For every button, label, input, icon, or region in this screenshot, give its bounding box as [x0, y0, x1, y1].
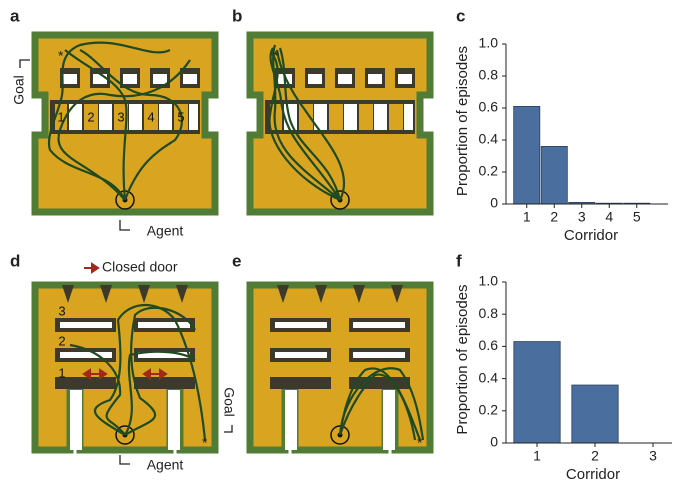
corridor-label: 5: [177, 109, 184, 124]
panel-label: a: [10, 6, 20, 25]
maze-group: [250, 285, 430, 450]
x-axis-label: Corridor: [564, 227, 618, 244]
corridor-label: 4: [147, 109, 154, 124]
maze-group: [250, 35, 430, 212]
x-tick-label: 5: [633, 209, 641, 225]
y-tick-label: 0: [490, 195, 498, 211]
corridor-label: 3: [58, 303, 65, 318]
x-axis-label: Corridor: [566, 466, 620, 483]
goal-label: Goal: [221, 387, 237, 417]
corridor-label: 3: [117, 109, 124, 124]
closed-doors: [82, 262, 168, 380]
y-tick-label: 0.6: [479, 337, 499, 353]
goal-marker: *: [417, 435, 423, 451]
y-tick-label: 1.0: [479, 273, 499, 289]
goal-marker: *: [273, 48, 279, 64]
maze: [250, 285, 430, 450]
x-tick-label: 2: [591, 448, 599, 464]
x-tick-label: 2: [550, 209, 558, 225]
goal-label: Goal: [11, 75, 27, 105]
bar: [513, 106, 541, 205]
legend-label: Closed door: [102, 259, 178, 275]
y-tick-label: 0.4: [479, 131, 499, 147]
x-tick-label: 4: [605, 209, 613, 225]
panel-labels: a b c d e f: [10, 6, 465, 270]
y-tick-label: 0.8: [479, 67, 499, 83]
corridor-label: 1: [58, 365, 65, 380]
trajectories: [47, 41, 191, 201]
y-tick-label: 0.8: [479, 305, 499, 321]
goal-marker: *: [202, 435, 208, 451]
goal-marker: *: [58, 48, 64, 64]
y-tick-label: 0.2: [479, 163, 499, 179]
y-tick-label: 0.6: [479, 99, 499, 115]
y-tick-label: 0.2: [479, 402, 499, 418]
y-tick-label: 1.0: [479, 35, 499, 51]
corridor-labels: 1 2 3 4 5 3 2 1: [57, 109, 184, 380]
goal-arrow: [19, 59, 30, 68]
y-axis-label: Proportion of episodes: [454, 284, 471, 434]
agent-arrow: [119, 455, 130, 465]
x-tick-label: 3: [578, 209, 586, 225]
goal-arrow: [224, 425, 233, 433]
corridor-label: 2: [58, 333, 65, 348]
corridor-label: 2: [87, 109, 94, 124]
y-axis-label: Proportion of episodes: [454, 46, 471, 196]
agent-arrow: [119, 220, 130, 231]
bar: [540, 145, 568, 205]
x-tick-label: 1: [523, 209, 531, 225]
panel-label: d: [10, 251, 20, 270]
y-tick-label: 0: [490, 434, 498, 450]
agent-label: Agent: [147, 457, 184, 473]
x-tick-label: 3: [649, 448, 657, 464]
panel-label: c: [456, 6, 465, 25]
y-tick-label: 0.4: [479, 369, 499, 385]
corridor-label: 1: [57, 109, 64, 124]
agent-label: Agent: [147, 223, 184, 239]
panel-label: e: [232, 251, 241, 270]
panel-label: f: [456, 251, 462, 270]
x-tick-label: 1: [533, 448, 541, 464]
trajectories: [69, 304, 207, 441]
bar: [513, 341, 561, 444]
bar: [571, 384, 619, 444]
panel-label: b: [232, 6, 242, 25]
